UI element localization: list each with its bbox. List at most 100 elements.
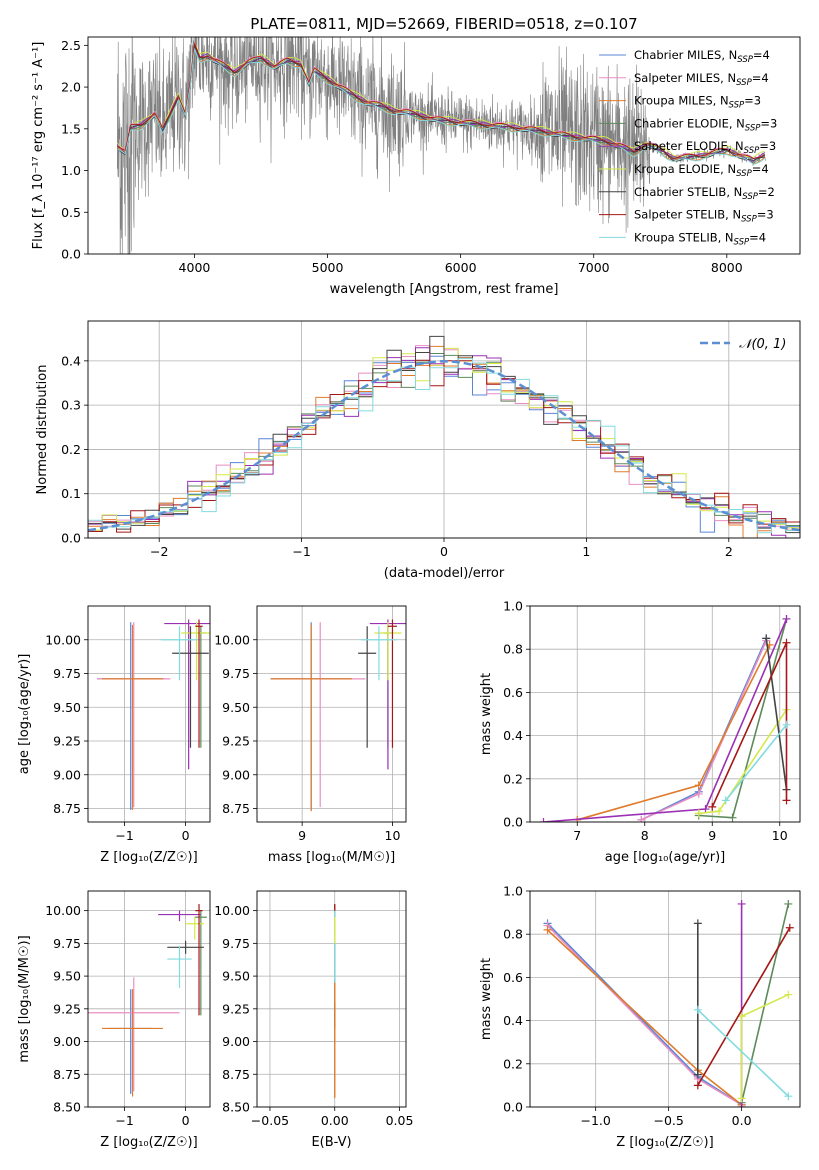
spectrum-model-line [117, 42, 766, 160]
mw_vs_age-ytick-label: 1.0 [503, 599, 523, 614]
mass_vs_EBV-ytick-label: 9.50 [222, 969, 250, 984]
mw_vs_age-plot-area [539, 614, 791, 822]
mw_vs_Z-series-line [546, 929, 743, 1106]
mw_vs_Z-point [693, 1005, 702, 1014]
spectrum-xtick-label: 8000 [711, 260, 743, 275]
legend-label: Chabrier ELODIE, NSSP=3 [634, 116, 777, 133]
legend-label: Salpeter ELODIE, NSSP=3 [634, 139, 776, 156]
spectrum-xtick-label: 5000 [312, 260, 344, 275]
residuals-ytick-label: 0.0 [61, 531, 81, 546]
mass_vs_EBV-ytick-label: 10.00 [214, 903, 250, 918]
mass_vs_Z-ytick-label: 9.75 [53, 936, 81, 951]
mw_vs_age-point [728, 813, 737, 822]
mass_vs_Z-ytick-label: 9.50 [53, 969, 81, 984]
residuals-xlabel: (data-model)/error [384, 566, 505, 581]
spectrum-model-line [117, 41, 766, 159]
mw_vs_Z-frame [529, 890, 801, 1108]
residuals-frame [87, 320, 801, 539]
residuals-ylabel: Normed distribution [35, 365, 50, 495]
legend-label: Chabrier MILES, NSSP=4 [634, 48, 770, 65]
mw_vs_Z-series-line [697, 1009, 789, 1097]
age_vs_mass-ytick-label: 9.75 [222, 666, 250, 681]
mass_vs_Z-frame [87, 890, 211, 1108]
mw_vs_Z-point [784, 990, 793, 999]
legend-label: Kroupa MILES, NSSP=3 [634, 94, 761, 111]
age_vs_Z-ytick-label: 9.00 [53, 767, 81, 782]
mw_vs_age-ytick-label: 0.4 [503, 728, 523, 743]
spectrum-xtick-label: 6000 [445, 260, 477, 275]
legend-label: Salpeter STELIB, NSSP=3 [634, 208, 774, 225]
mw_vs_age-frame [529, 605, 801, 823]
age_vs_mass-xtick-label: 10 [385, 828, 401, 843]
mass_vs_Z-axes: −1 0 8.50 8.75 9.00 9.25 9.50 9.75 10.00 Z [log₁₀… [17, 891, 210, 1150]
legend-label: 𝒩(0, 1) [739, 337, 786, 352]
residuals-plot-area [88, 335, 800, 538]
mw_vs_age-point [694, 781, 703, 790]
mw_vs_Z-point [693, 919, 702, 928]
age_vs_mass-ytick-label: 10.00 [214, 632, 250, 647]
mw_vs_age-xtick-label: 9 [708, 828, 716, 843]
mw_vs_Z-ytick-label: 0.2 [503, 1056, 523, 1071]
mass_vs_Z-xtick-label: 0 [182, 1113, 190, 1128]
spectrum-ytick-label: 2.0 [61, 80, 81, 95]
mass_vs_EBV-xtick-label: −0.05 [251, 1113, 289, 1128]
mw_vs_age-xtick-label: 7 [573, 828, 581, 843]
mass_vs_EBV-xtick-label: 0.00 [321, 1113, 349, 1128]
residuals-xtick-label: −2 [150, 544, 168, 559]
mw_vs_age-xtick-label: 10 [772, 828, 788, 843]
residuals-xtick-label: −1 [292, 544, 310, 559]
mw_vs_age-ytick-label: 0.6 [503, 685, 523, 700]
residuals-ytick-label: 0.1 [61, 486, 81, 501]
mw_vs_age-xtick-label: 8 [641, 828, 649, 843]
age_vs_Z-ytick-label: 9.50 [53, 700, 81, 715]
mass_vs_EBV-axes: −0.05 0.00 0.05 8.50 8.75 9.00 9.25 9.50 9.75 10.… [214, 891, 413, 1150]
age_vs_mass-ytick-label: 8.75 [222, 801, 250, 816]
mw_vs_age-point [782, 720, 791, 729]
mw_vs_age-ytick-label: 0.8 [503, 642, 523, 657]
mw_vs_Z-series-line [740, 903, 790, 1103]
spectrum-plot-area [116, 37, 766, 254]
mw_vs_Z-ylabel: mass weight [479, 958, 494, 1040]
mw_vs_age-point [694, 789, 703, 798]
mw_vs_age-point [708, 802, 717, 811]
mass_vs_EBV-frame [256, 890, 407, 1108]
mw_vs_age-point [539, 818, 548, 822]
mw_vs_Z-ytick-label: 0.0 [503, 1100, 523, 1115]
mw_vs_age-point [762, 634, 771, 643]
residuals-axes: −2 −1 0 1 2 0.0 0.1 0.2 0.3 0.4 (data-model)/error… [35, 321, 800, 581]
mw_vs_age-series-line [577, 644, 771, 821]
mw_vs_age-point [782, 614, 791, 623]
age_vs_mass-xlabel: mass [log₁₀(M/M☉)] [268, 850, 395, 865]
mw_vs_age-point [721, 796, 730, 805]
age_vs_Z-ytick-label: 8.75 [53, 801, 81, 816]
mw_vs_Z-point [784, 899, 793, 908]
residuals-ytick-label: 0.2 [61, 442, 81, 457]
legend-label: Chabrier STELIB, NSSP=2 [634, 185, 775, 202]
age_vs_mass-axes: 9 10 8.75 9.00 9.25 9.50 9.75 10.00 mass [log₁₀(… [214, 606, 406, 865]
spectrum-frame [87, 36, 801, 255]
residuals-ytick-label: 0.4 [61, 353, 81, 368]
mw_vs_Z-series-line [697, 927, 791, 1086]
spectrum-ylabel: Flux [f_λ 10⁻¹⁷ erg cm⁻² s⁻¹ A⁻¹] [31, 42, 46, 250]
mw_vs_age-point [715, 807, 723, 816]
mw_vs_age-point [694, 809, 703, 818]
age_vs_Z-xtick-label: −1 [115, 828, 133, 843]
mw_vs_Z-point [543, 925, 552, 934]
spectrum-ytick-label: 1.5 [61, 121, 81, 136]
mw_vs_Z-xlabel: Z [log₁₀(Z/Z☉)] [616, 1135, 713, 1150]
mw_vs_Z-ytick-label: 0.4 [503, 1013, 523, 1028]
mw_vs_age-axes: 7 8 9 10 0.0 0.2 0.4 0.6 0.8 1.0 age [log₁₀(age/yr… [479, 599, 800, 865]
mass_vs_EBV-xlabel: E(B-V) [311, 1135, 351, 1150]
legend-label: Salpeter MILES, NSSP=4 [634, 71, 769, 88]
residuals-xtick-label: 0 [440, 544, 448, 559]
legend-label: Kroupa STELIB, NSSP=4 [634, 230, 766, 247]
spectrum-ytick-label: 1.0 [61, 163, 81, 178]
normal-curve [88, 360, 800, 532]
mw_vs_Z-point [784, 1092, 793, 1101]
mass_vs_EBV-ytick-label: 9.75 [222, 936, 250, 951]
mw_vs_age-ytick-label: 0.0 [503, 815, 523, 830]
residuals-legend: 𝒩(0, 1) [700, 337, 786, 352]
mw_vs_age-ytick-label: 0.2 [503, 771, 523, 786]
age_vs_mass-ytick-label: 9.25 [222, 734, 250, 749]
